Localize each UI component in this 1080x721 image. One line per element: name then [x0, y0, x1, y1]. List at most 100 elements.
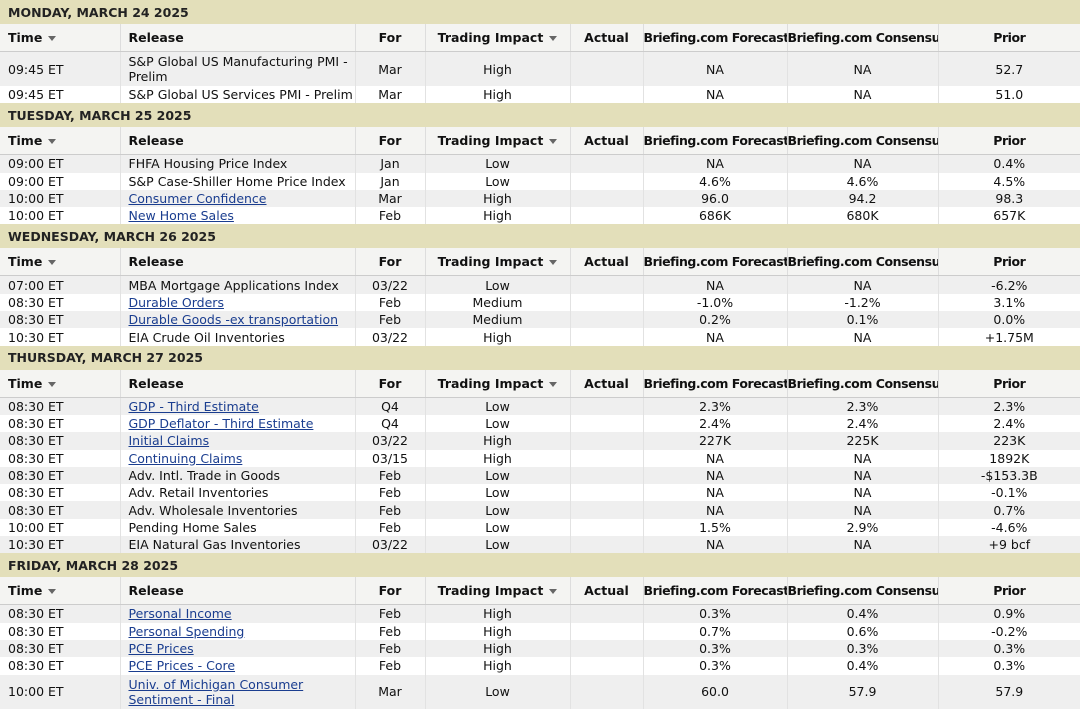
column-header: Release [119, 248, 355, 277]
for-cell: 03/15 [354, 449, 425, 467]
prior-cell: 0.3% [937, 639, 1080, 658]
column-header: Release [119, 127, 355, 156]
column-header-text[interactable]: Trading Impact [438, 133, 558, 148]
column-header[interactable]: Trading Impact [424, 127, 570, 156]
actual-cell [569, 207, 643, 225]
column-header[interactable]: Time [0, 24, 120, 52]
actual-cell [569, 518, 643, 537]
release-cell: EIA Natural Gas Inventories [119, 536, 355, 554]
consensus-cell: 4.6% [786, 172, 938, 190]
for-cell: Feb [354, 293, 425, 312]
actual-cell [569, 172, 643, 190]
column-header: Release [119, 24, 355, 52]
column-header-text[interactable]: Trading Impact [438, 254, 558, 269]
column-header[interactable]: Trading Impact [424, 577, 570, 606]
column-header-text[interactable]: Time [8, 133, 56, 148]
time-cell: 08:30 ET [0, 432, 120, 450]
column-header-text: Briefing.com Consensus [787, 583, 938, 599]
release-link[interactable]: GDP - Third Estimate [128, 398, 259, 414]
column-header-text[interactable]: Time [8, 376, 56, 391]
column-header[interactable]: Time [0, 248, 120, 277]
event-row: 09:00 ET FHFA Housing Price Index Jan Low NA… [0, 154, 1080, 173]
time-cell: 07:00 ET [0, 275, 120, 294]
forecast-cell: 0.7% [642, 622, 787, 640]
column-header-text: Actual [584, 30, 629, 45]
column-header-text[interactable]: Time [8, 254, 56, 269]
impact-cell: High [424, 604, 570, 623]
forecast-cell: NA [642, 86, 787, 104]
forecast-cell: 0.2% [642, 311, 787, 329]
for-cell: 03/22 [354, 328, 425, 346]
event-row: 08:30 ET Adv. Retail Inventories Feb Low NA N… [0, 484, 1080, 502]
release-link[interactable]: Consumer Confidence [128, 191, 267, 207]
release-link[interactable]: Personal Income [128, 606, 232, 622]
column-header[interactable]: Time [0, 577, 120, 606]
release-link[interactable]: Durable Goods -ex transportation [128, 312, 339, 328]
prior-cell: -0.2% [937, 622, 1080, 640]
column-header: Briefing.com Forecast [642, 369, 787, 398]
prior-cell: +1.75M [937, 328, 1080, 346]
release-link[interactable]: Univ. of Michigan Consumer Sentiment - F… [128, 676, 304, 707]
for-cell: Mar [354, 674, 425, 709]
column-header[interactable]: Trading Impact [424, 24, 570, 52]
consensus-cell: NA [786, 466, 938, 485]
release-link[interactable]: Initial Claims [128, 433, 210, 449]
impact-cell: Low [424, 484, 570, 502]
header-row: Time Release For Trading Impact Actual Briefi… [0, 369, 1080, 398]
forecast-cell: NA [642, 536, 787, 554]
column-header-text[interactable]: Trading Impact [438, 376, 558, 391]
release-link[interactable]: Continuing Claims [128, 450, 243, 466]
column-header-text: Release [128, 30, 184, 45]
impact-cell: Low [424, 275, 570, 294]
column-header[interactable]: Time [0, 369, 120, 398]
event-row: 08:30 ET Personal Income Feb High 0.3% 0.4% 0.… [0, 604, 1080, 623]
column-header-text: Prior [993, 133, 1026, 149]
column-header-text[interactable]: Trading Impact [438, 30, 558, 45]
time-cell: 10:00 ET [0, 189, 120, 208]
day-title: FRIDAY, MARCH 28 2025 [0, 553, 1080, 578]
for-cell: Mar [354, 86, 425, 104]
column-header-text[interactable]: Trading Impact [438, 583, 558, 598]
impact-cell: High [424, 449, 570, 467]
release-cell: Durable Orders [119, 293, 355, 312]
consensus-cell: -1.2% [786, 293, 938, 312]
release-link[interactable]: New Home Sales [128, 208, 234, 224]
column-header-text: For [378, 133, 402, 149]
impact-cell: Low [424, 674, 570, 709]
column-header-text: Release [128, 375, 184, 391]
prior-cell: 0.3% [937, 657, 1080, 675]
column-header-text[interactable]: Time [8, 583, 56, 598]
release-cell: EIA Crude Oil Inventories [119, 328, 355, 346]
for-cell: Q4 [354, 414, 425, 433]
impact-cell: High [424, 622, 570, 640]
day-row: TUESDAY, MARCH 25 2025 [0, 103, 1080, 128]
column-header[interactable]: Time [0, 127, 120, 156]
release-link[interactable]: PCE Prices [128, 641, 194, 657]
release-link[interactable]: GDP Deflator - Third Estimate [128, 416, 314, 432]
release-link[interactable]: Durable Orders [128, 294, 224, 310]
release-cell: Initial Claims [119, 432, 355, 450]
forecast-cell: 0.3% [642, 604, 787, 623]
column-header[interactable]: Trading Impact [424, 369, 570, 398]
for-cell: Q4 [354, 397, 425, 415]
prior-cell: 98.3 [937, 189, 1080, 208]
actual-cell [569, 293, 643, 312]
release-link[interactable]: Personal Spending [128, 623, 245, 639]
column-header-text: Prior [993, 30, 1026, 45]
column-header-text: Actual [584, 583, 629, 599]
actual-cell [569, 674, 643, 709]
column-header-text: For [378, 583, 402, 599]
column-header: Briefing.com Forecast [642, 24, 787, 52]
for-cell: Jan [354, 154, 425, 173]
actual-cell [569, 397, 643, 415]
actual-cell [569, 86, 643, 104]
impact-cell: Low [424, 172, 570, 190]
column-header[interactable]: Trading Impact [424, 248, 570, 277]
column-header-text[interactable]: Time [8, 30, 56, 45]
release-link[interactable]: PCE Prices - Core [128, 658, 236, 674]
prior-cell: 51.0 [937, 86, 1080, 104]
for-cell: Feb [354, 207, 425, 225]
forecast-cell: 0.3% [642, 657, 787, 675]
event-row: 08:30 ET PCE Prices - Core Feb High 0.3% 0.4%… [0, 657, 1080, 675]
